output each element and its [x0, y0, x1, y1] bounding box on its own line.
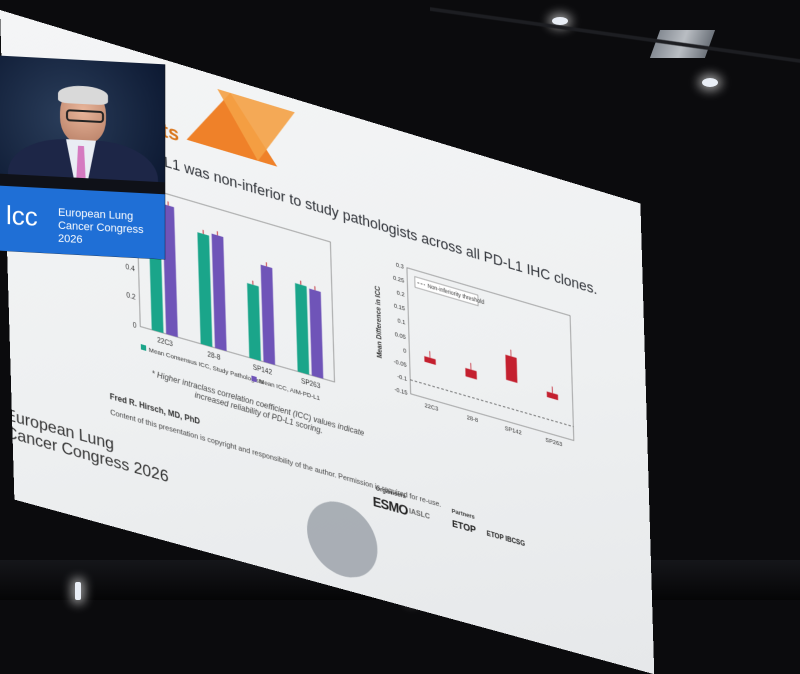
podium-logo: lcc	[6, 200, 38, 233]
floor-light	[75, 582, 81, 600]
orange-decoration	[217, 89, 296, 172]
x-tick-label: 22C3	[157, 337, 173, 348]
x-tick-label: SP142	[505, 425, 523, 437]
legend-swatch	[141, 344, 146, 351]
grey-decoration	[306, 493, 378, 586]
podium-text-line2: Cancer Congress 2026	[58, 220, 165, 252]
y-tick-label: 0.2	[397, 290, 406, 299]
ceiling-truss	[430, 0, 800, 70]
y-tick-label: -0.05	[394, 358, 408, 369]
y-tick-label: 0	[133, 322, 137, 330]
y-axis-label: Mean Difference in ICC	[375, 285, 384, 359]
x-tick-label: SP142	[253, 364, 273, 376]
y-tick-label: 0.3	[396, 262, 405, 271]
podium-banner: lcc European Lung Cancer Congress 2026	[0, 186, 165, 260]
bar	[247, 283, 261, 361]
bar	[505, 355, 517, 383]
etop-logo: ETOP	[452, 518, 476, 535]
x-tick-label: 28-8	[207, 351, 220, 362]
bar	[261, 265, 275, 365]
bar	[465, 368, 477, 380]
plot-frame	[407, 268, 574, 441]
y-tick-label: 0.2	[126, 292, 135, 302]
threshold-line	[410, 380, 573, 427]
x-tick-label: SP263	[301, 378, 321, 390]
x-tick-label: 22C3	[425, 402, 439, 413]
y-tick-label: 0.25	[393, 275, 405, 285]
bar	[212, 234, 227, 352]
y-tick-label: -0.1	[397, 373, 408, 383]
iaslc-logo: IASLC	[409, 507, 430, 521]
x-tick-label: SP263	[545, 437, 563, 449]
y-tick-label: 0.1	[397, 318, 406, 327]
y-tick-label: 0	[403, 347, 407, 355]
y-tick-label: 0.4	[126, 264, 135, 274]
y-tick-label: -0.15	[394, 386, 408, 397]
bar	[197, 232, 212, 347]
y-tick-label: 0.05	[395, 331, 407, 341]
speaker-glasses	[66, 109, 104, 123]
speaker-video: lcc European Lung Cancer Congress 2026	[0, 56, 165, 260]
y-tick-label: 0.15	[394, 303, 406, 313]
ceiling-spotlight	[702, 78, 718, 87]
etop-ibcsg-logo: ETOP IBCSG	[487, 530, 526, 548]
bar	[295, 283, 309, 375]
podium-text: European Lung Cancer Congress 2026	[58, 207, 165, 252]
bar	[309, 289, 323, 379]
x-tick-label: 28-8	[467, 414, 479, 424]
